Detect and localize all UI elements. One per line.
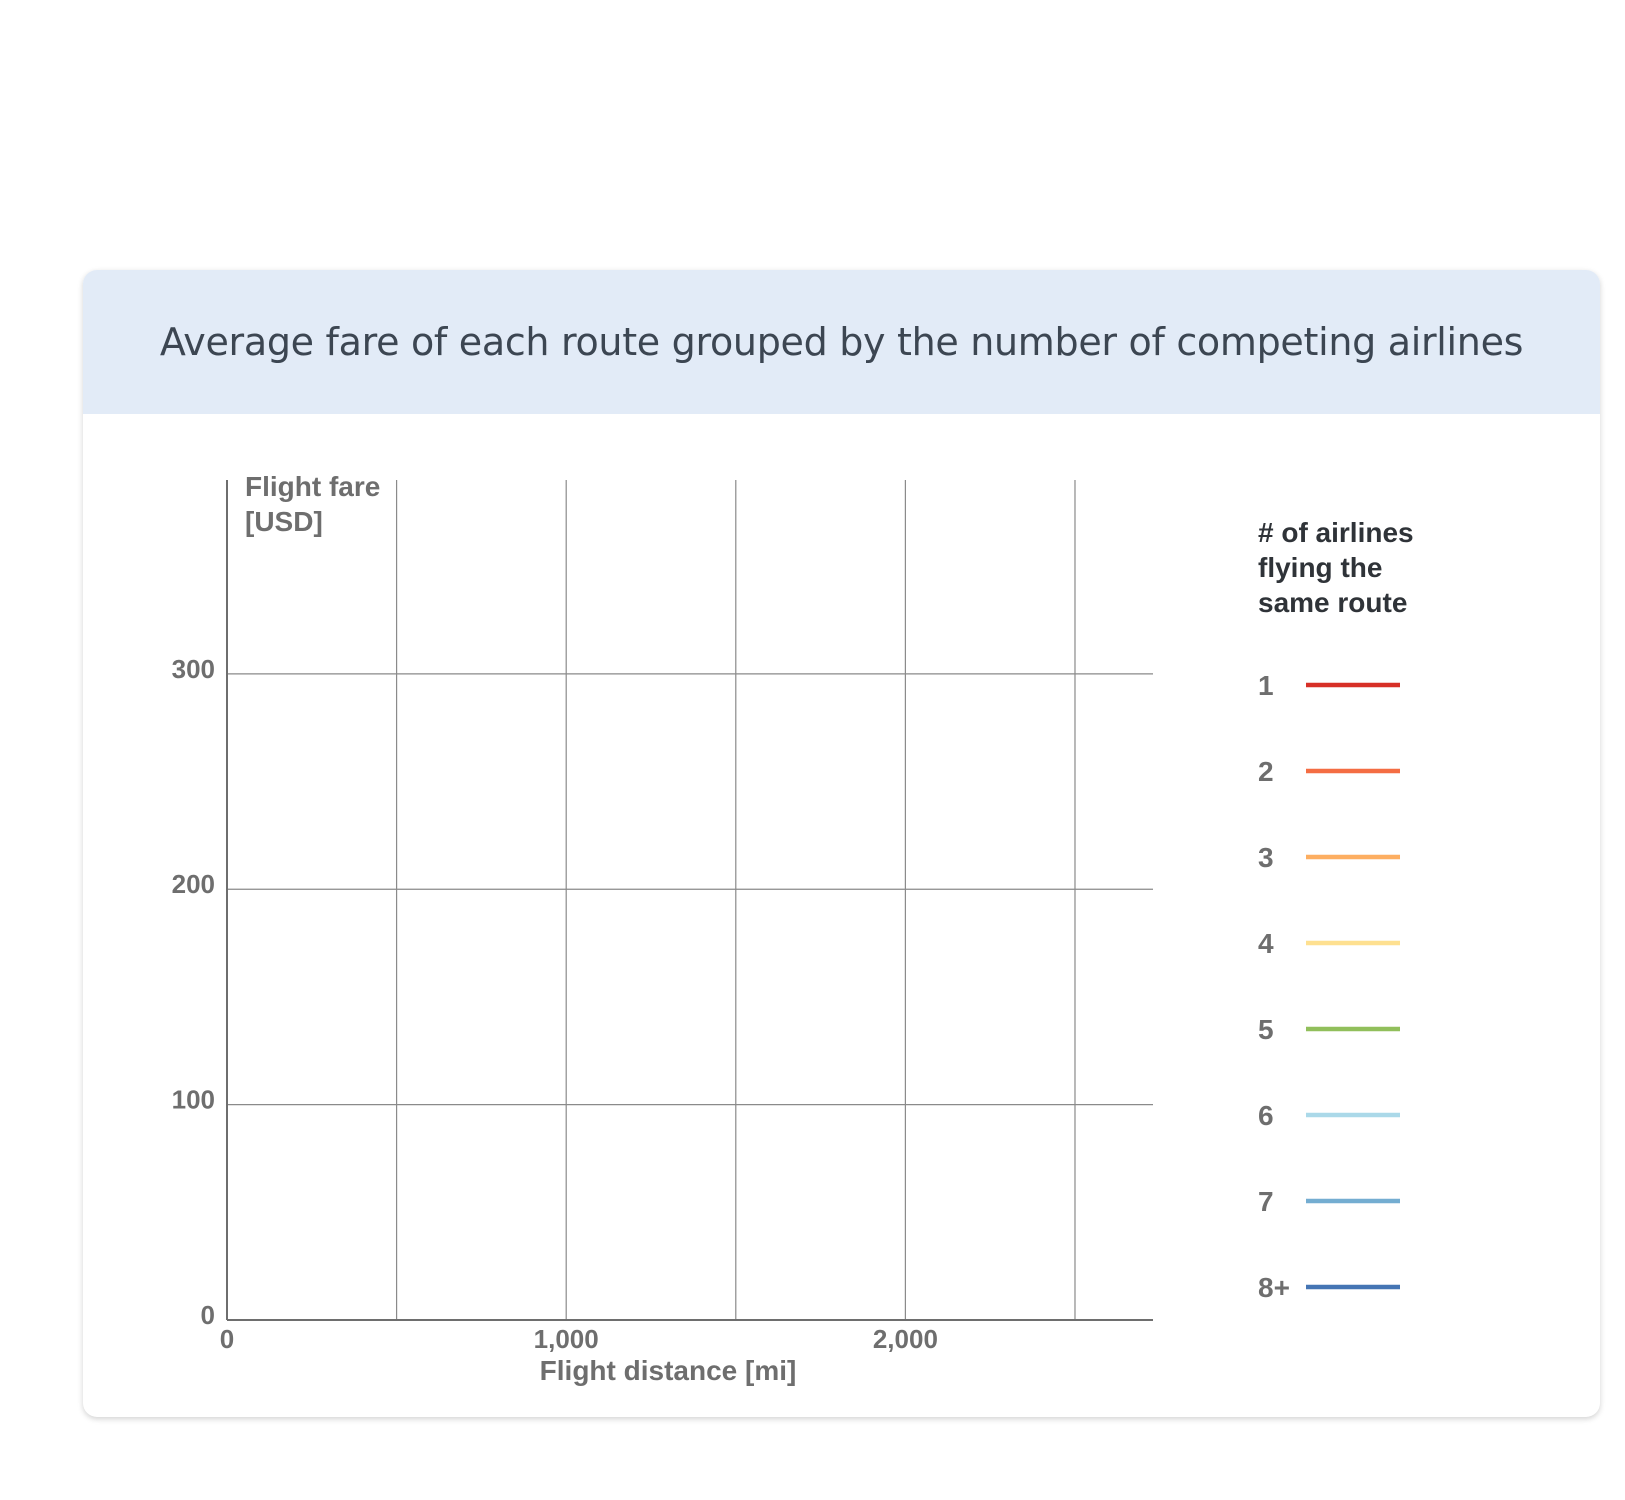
y-axis-title: Flight fare bbox=[245, 471, 380, 502]
legend-label-4: 4 bbox=[1258, 928, 1274, 959]
x-tick-label: 0 bbox=[220, 1324, 234, 1354]
chart-card: Average fare of each route grouped by th… bbox=[83, 270, 1600, 1417]
legend-label-1: 1 bbox=[1258, 670, 1274, 701]
chart-title: Average fare of each route grouped by th… bbox=[159, 320, 1524, 364]
legend-label-7: 7 bbox=[1258, 1186, 1274, 1217]
y-tick-label: 200 bbox=[172, 869, 215, 899]
legend-label-5: 5 bbox=[1258, 1014, 1274, 1045]
x-axis-title: Flight distance [mi] bbox=[540, 1355, 797, 1386]
legend-title: same route bbox=[1258, 587, 1407, 618]
legend-label-6: 6 bbox=[1258, 1100, 1274, 1131]
legend-label-3: 3 bbox=[1258, 842, 1274, 873]
legend-label-8+: 8+ bbox=[1258, 1272, 1290, 1303]
y-tick-label: 300 bbox=[172, 654, 215, 684]
legend-title: flying the bbox=[1258, 552, 1382, 583]
x-tick-label: 1,000 bbox=[534, 1324, 599, 1354]
x-tick-label: 2,000 bbox=[873, 1324, 938, 1354]
y-tick-label: 0 bbox=[201, 1300, 215, 1330]
chart-plot: 0 100 200 300 0 1,000 2,000 Flight fare [USD] Fli… bbox=[172, 471, 1414, 1386]
legend-title: # of airlines bbox=[1258, 517, 1414, 548]
card-header: Average fare of each route grouped by th… bbox=[83, 270, 1600, 414]
legend-label-2: 2 bbox=[1258, 756, 1274, 787]
y-tick-label: 100 bbox=[172, 1085, 215, 1115]
y-axis-title: [USD] bbox=[245, 506, 323, 537]
